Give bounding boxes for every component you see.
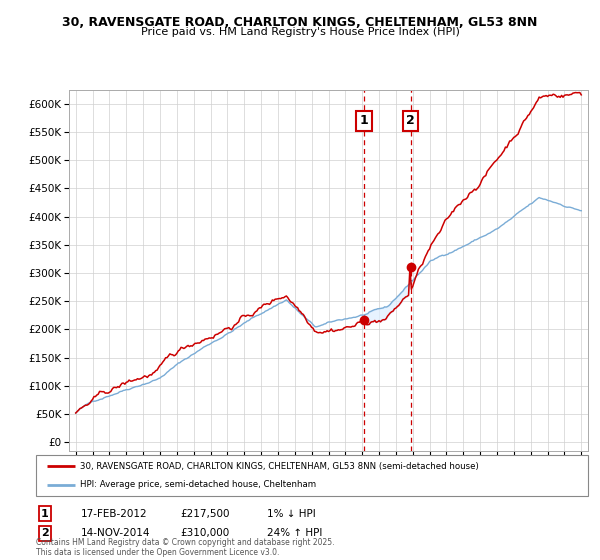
Text: HPI: Average price, semi-detached house, Cheltenham: HPI: Average price, semi-detached house,… — [80, 480, 316, 489]
Text: £217,500: £217,500 — [180, 508, 229, 519]
Text: 30, RAVENSGATE ROAD, CHARLTON KINGS, CHELTENHAM, GL53 8NN (semi-detached house): 30, RAVENSGATE ROAD, CHARLTON KINGS, CHE… — [80, 461, 479, 470]
Text: 17-FEB-2012: 17-FEB-2012 — [81, 508, 148, 519]
Text: 1% ↓ HPI: 1% ↓ HPI — [267, 508, 316, 519]
Text: 14-NOV-2014: 14-NOV-2014 — [81, 528, 151, 538]
Text: £310,000: £310,000 — [180, 528, 229, 538]
Text: 24% ↑ HPI: 24% ↑ HPI — [267, 528, 322, 538]
Text: Contains HM Land Registry data © Crown copyright and database right 2025.
This d: Contains HM Land Registry data © Crown c… — [36, 538, 335, 557]
FancyBboxPatch shape — [36, 455, 588, 496]
Text: 1: 1 — [41, 508, 49, 519]
Text: 1: 1 — [360, 114, 368, 127]
Text: 2: 2 — [406, 114, 415, 127]
Text: 2: 2 — [41, 528, 49, 538]
Text: 30, RAVENSGATE ROAD, CHARLTON KINGS, CHELTENHAM, GL53 8NN: 30, RAVENSGATE ROAD, CHARLTON KINGS, CHE… — [62, 16, 538, 29]
Text: Price paid vs. HM Land Registry's House Price Index (HPI): Price paid vs. HM Land Registry's House … — [140, 27, 460, 37]
